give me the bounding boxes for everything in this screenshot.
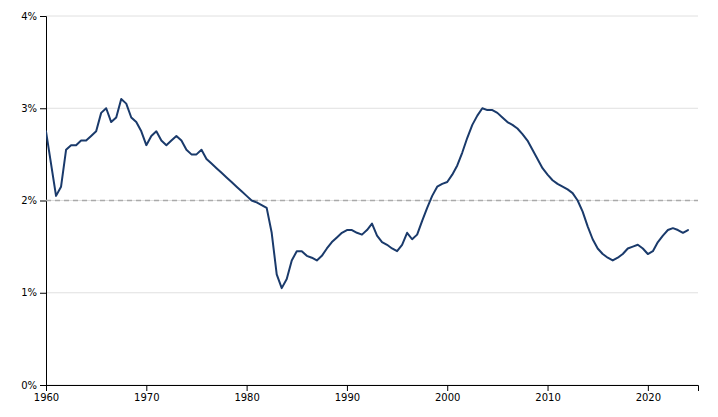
y-tick: 2% (21, 195, 46, 206)
x-tick: 2010 (535, 385, 560, 403)
x-tick-label: 1980 (234, 392, 259, 403)
x-tick-mark (447, 385, 448, 391)
y-tick: 3% (21, 103, 46, 114)
x-tick-mark (146, 385, 147, 391)
y-tick-label: 4% (21, 11, 37, 22)
x-tick: 2020 (636, 385, 661, 403)
grid (46, 16, 698, 385)
grid-line (46, 108, 698, 109)
grid-line (46, 16, 698, 17)
y-tick: 0% (21, 380, 46, 391)
x-tick-mark (548, 385, 549, 391)
x-tick: 1970 (134, 385, 159, 403)
x-tick-label: 2000 (435, 392, 460, 403)
data-line (46, 99, 688, 288)
x-tick-label: 2020 (636, 392, 661, 403)
y-tick: 1% (21, 287, 46, 298)
x-tick: 2000 (435, 385, 460, 403)
y-tick-label: 1% (21, 287, 37, 298)
x-tick-label: 2010 (535, 392, 560, 403)
reference-line (46, 200, 698, 202)
y-tick-label: 0% (21, 380, 37, 391)
y-axis: 0% 1% 2% 3% 4% (21, 11, 46, 391)
chart: 1960 1970 1980 1990 2000 2010 2020 0% 1% 2% 3% 4% (0, 0, 718, 417)
y-tick-label: 3% (21, 103, 37, 114)
x-axis: 1960 1970 1980 1990 2000 2010 2020 (34, 385, 699, 403)
y-tick: 4% (21, 11, 46, 22)
x-tick-label: 1970 (134, 392, 159, 403)
grid-line (46, 200, 698, 201)
x-tick-label: 1960 (34, 392, 59, 403)
y-tick-mark (40, 201, 46, 202)
plot: 1960 1970 1980 1990 2000 2010 2020 0% 1% 2% 3% 4% (21, 11, 698, 403)
y-tick-mark (40, 293, 46, 294)
y-axis-line (40, 17, 47, 386)
x-axis-line (47, 386, 699, 392)
x-tick: 1980 (234, 385, 259, 403)
x-tick: 1960 (34, 385, 59, 403)
x-tick: 1990 (335, 385, 360, 403)
x-tick-mark (648, 385, 649, 391)
y-tick-label: 2% (21, 195, 37, 206)
x-tick-label: 1990 (335, 392, 360, 403)
y-tick-mark (40, 385, 46, 386)
y-tick-mark (40, 108, 46, 109)
x-tick-mark (247, 385, 248, 391)
y-tick-mark (40, 16, 46, 17)
marks (46, 99, 698, 288)
x-tick-mark (347, 385, 348, 391)
grid-line (46, 292, 698, 293)
